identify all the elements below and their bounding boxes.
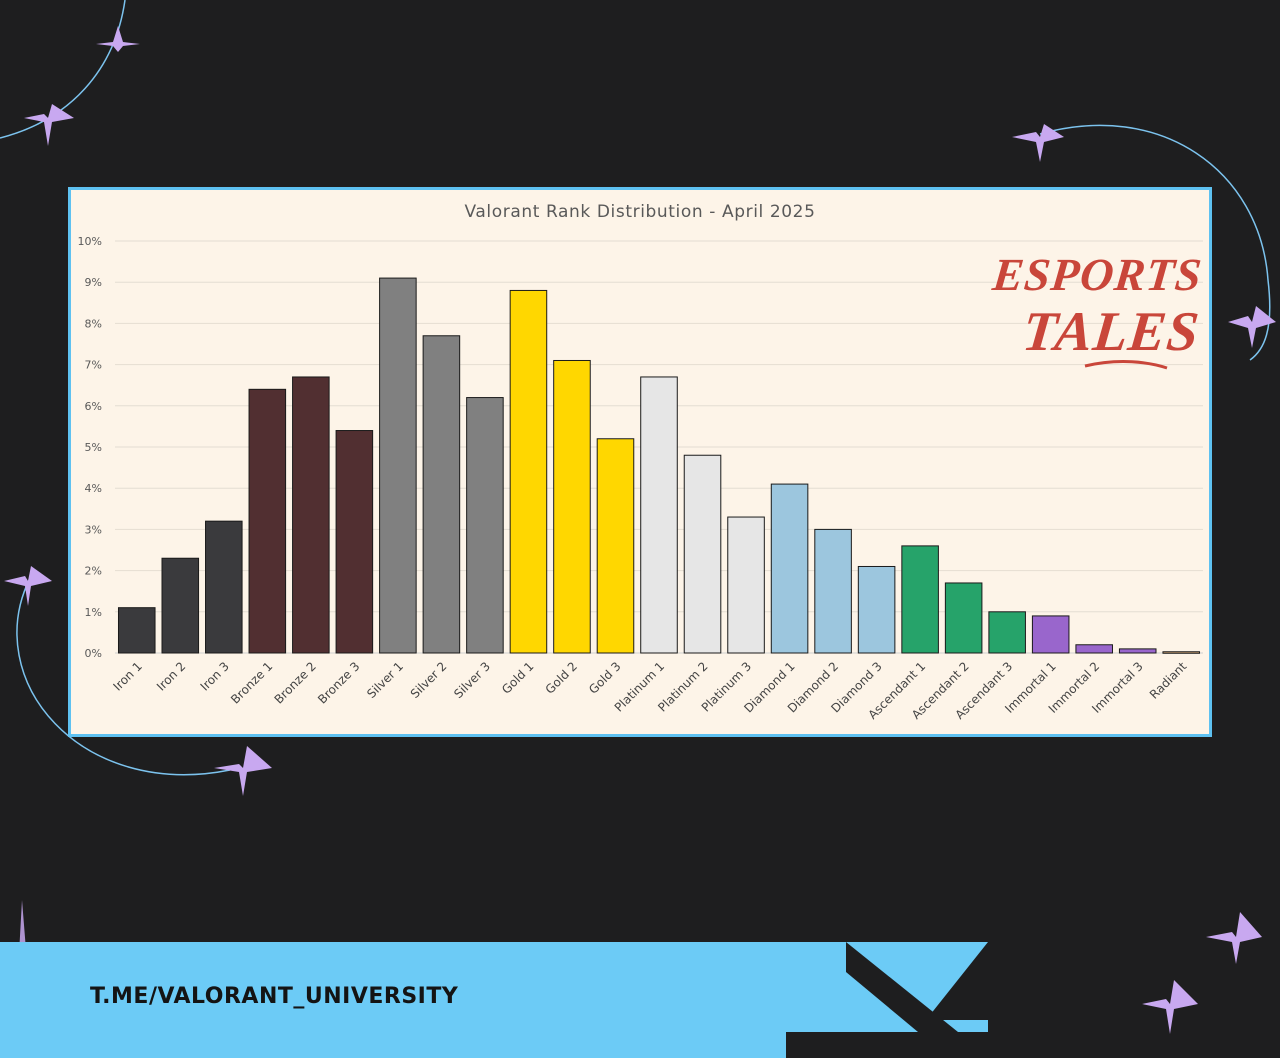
bar-gold-3 (596, 438, 635, 654)
bar-ascendant-1 (901, 545, 939, 654)
x-tick-label: Bronze 3 (315, 659, 362, 706)
bar-iron-1 (117, 607, 156, 654)
x-tick-label: Silver 2 (408, 659, 450, 701)
orbit-line (16, 577, 231, 776)
bar-diamond-2 (814, 528, 852, 654)
y-tick-label: 5% (85, 441, 102, 454)
bar-gold-2 (553, 359, 591, 654)
sparkle-icon (24, 104, 74, 146)
sparkle-icon (1228, 306, 1276, 348)
telegram-link[interactable]: T.ME/VALORANT_UNIVERSITY (90, 984, 459, 1009)
y-tick-label: 10% (78, 235, 102, 248)
y-tick-label: 6% (85, 400, 102, 413)
bar-iron-2 (161, 557, 200, 654)
bar-bronze-2 (292, 376, 330, 654)
y-tick-label: 8% (85, 317, 102, 330)
bar-platinum-3 (727, 516, 765, 654)
x-tick-label: Iron 2 (154, 659, 188, 693)
sparkle-icon (1142, 980, 1198, 1034)
sparkle-icon (4, 566, 52, 606)
x-tick-label: Radiant (1147, 659, 1190, 702)
chart-card: Valorant Rank Distribution - April 2025 … (68, 187, 1212, 737)
bar-immortal-3 (1118, 648, 1157, 654)
bar-chart: 0% 1% 2% 3% 4% 5% 6% 7% 8% 9% 10% Iron 1 Iron 2 Iron… (78, 235, 1203, 722)
corner-block (786, 1032, 988, 1058)
x-tick-label: Silver 3 (451, 659, 493, 701)
logo-brush-underline (1084, 360, 1168, 370)
sparkle-icon (1012, 124, 1064, 162)
sparkle-icon (96, 26, 140, 52)
bar-platinum-2 (683, 454, 722, 654)
x-tick-label: Silver 1 (364, 659, 406, 701)
bar-immortal-1 (1031, 615, 1070, 654)
bar-immortal-2 (1075, 644, 1113, 654)
y-tick-label: 2% (85, 565, 102, 578)
x-tick-label: Gold 2 (543, 659, 581, 697)
bar-silver-2 (422, 335, 461, 654)
orbit-line (0, 0, 126, 139)
x-tick-label: Iron 1 (111, 659, 145, 693)
x-tick-label: Gold 3 (586, 659, 624, 697)
x-tick-label: Bronze 1 (228, 659, 275, 706)
bar-ascendant-2 (944, 582, 983, 654)
bar-diamond-3 (857, 565, 896, 654)
sparkle-icon (214, 746, 272, 796)
bar-bronze-3 (335, 430, 374, 654)
bar-silver-3 (466, 397, 504, 654)
y-tick-label: 1% (85, 606, 102, 619)
chart-title: Valorant Rank Distribution - April 2025 (464, 202, 816, 222)
y-tick-label: 0% (85, 647, 102, 660)
y-tick-label: 7% (85, 359, 102, 372)
bar-gold-1 (509, 289, 548, 654)
bar-platinum-1 (640, 376, 678, 654)
x-tick-label: Gold 1 (499, 659, 537, 697)
y-tick-label: 4% (85, 482, 102, 495)
orbit-line (1039, 124, 1271, 361)
bar-diamond-1 (770, 483, 809, 654)
bar-iron-3 (205, 520, 243, 654)
y-tick-label: 9% (85, 276, 102, 289)
x-tick-label: Bronze 2 (272, 659, 319, 706)
bar-bronze-1 (248, 388, 287, 654)
bar-silver-1 (379, 277, 417, 654)
x-tick-label: Iron 3 (198, 659, 232, 693)
bar-ascendant-3 (988, 611, 1026, 654)
esports-tales-logo: ESPORTS TALES (989, 248, 1205, 378)
y-tick-label: 3% (85, 523, 102, 536)
sparkle-icon (1206, 912, 1262, 964)
bar-radiant (1162, 651, 1201, 654)
